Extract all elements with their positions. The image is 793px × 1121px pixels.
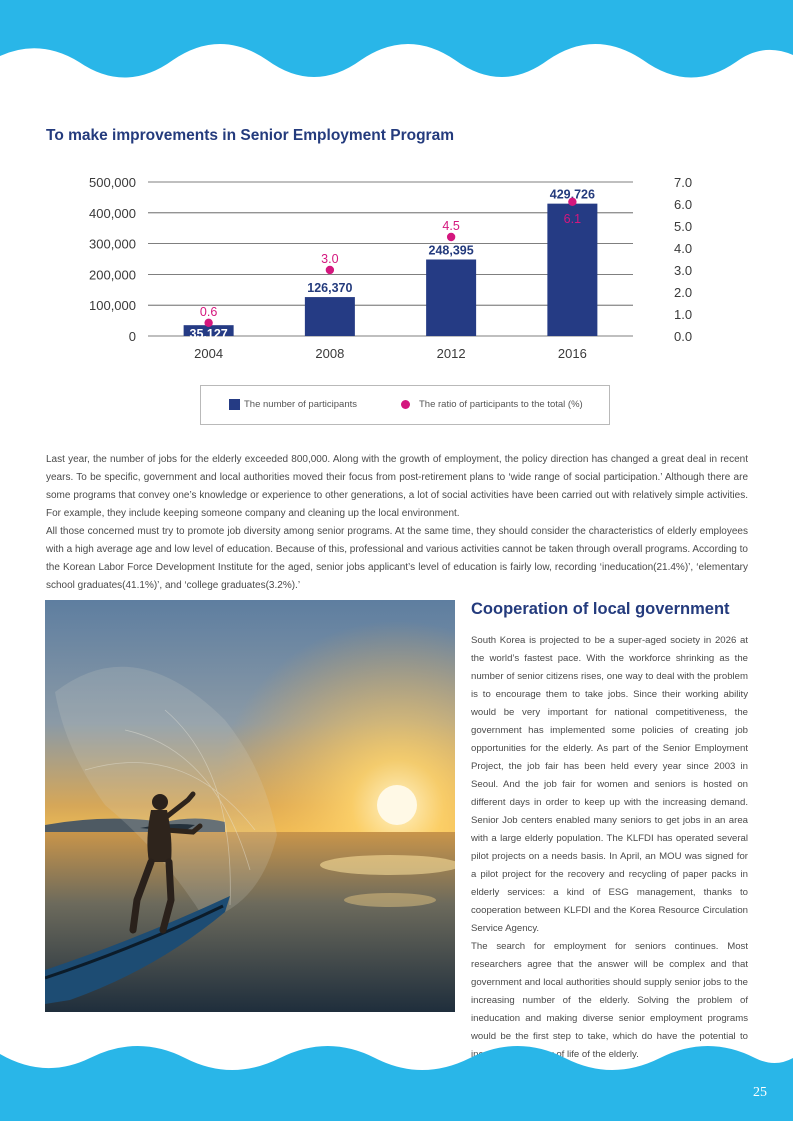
right-axis-tick-label: 5.0: [674, 219, 692, 234]
ratio-value-label: 6.1: [564, 212, 581, 226]
ratio-point-2016: [568, 197, 577, 206]
left-axis-tick-label: 0: [129, 329, 136, 344]
body-paragraph-1: South Korea is projected to be a super-a…: [471, 635, 748, 934]
bottom-wave-decoration: [0, 1046, 793, 1121]
ratio-value-label: 0.6: [200, 305, 217, 319]
bar-2004: [183, 325, 234, 336]
participants-chart: 0 100,000 200,000 300,000 400,000 500,000 0.0 1…: [89, 175, 692, 361]
bar-value-label: 126,370: [307, 281, 352, 295]
x-axis-tick-label: 2012: [437, 346, 466, 361]
left-axis-tick-label: 400,000: [89, 206, 136, 221]
subsection-title: Cooperation of local government: [471, 600, 730, 618]
section-title: To make improvements in Senior Employmen…: [46, 127, 454, 144]
bar-2016: [547, 203, 598, 336]
bar-value-label: 429,726: [550, 188, 595, 202]
intro-paragraph-1: Last year, the number of jobs for the el…: [46, 454, 748, 519]
left-axis-tick-label: 200,000: [89, 267, 136, 282]
ratio-point-2008: [325, 265, 335, 275]
legend-item-ratio: The ratio of participants to the total (…: [401, 399, 583, 410]
left-axis-tick-label: 100,000: [89, 298, 136, 313]
intro-paragraph-2: All those concerned must try to promote …: [46, 526, 748, 591]
top-wave-decoration: [0, 0, 793, 78]
x-axis-tick-label: 2004: [194, 346, 223, 361]
ratio-value-label: 4.5: [442, 219, 459, 233]
chart-legend: The number of participants The ratio of …: [200, 385, 610, 425]
x-axis-tick-label: 2016: [558, 346, 587, 361]
legend-dot-label: The ratio of participants to the total (…: [419, 399, 583, 410]
bar-value-label: 248,395: [429, 243, 474, 257]
page-number: 25: [753, 1085, 767, 1100]
left-axis-tick-label: 500,000: [89, 175, 136, 190]
right-axis-tick-label: 3.0: [674, 263, 692, 278]
fisherman-sunset-photo: [45, 600, 455, 1012]
bar-value-label: 35,127: [190, 327, 228, 341]
legend-dot-swatch: [401, 400, 410, 409]
x-axis-tick-label: 2008: [315, 346, 344, 361]
right-axis-tick-label: 1.0: [674, 307, 692, 322]
bar-2008: [304, 297, 355, 336]
intro-text: Last year, the number of jobs for the el…: [46, 451, 748, 595]
right-axis-tick-label: 2.0: [674, 285, 692, 300]
ratio-point-2004: [204, 318, 213, 327]
ratio-value-label: 3.0: [321, 252, 338, 266]
bar-2012: [426, 259, 477, 336]
left-axis-tick-label: 300,000: [89, 237, 136, 252]
ratio-point-2012: [446, 232, 456, 242]
legend-bar-label: The number of participants: [244, 399, 358, 410]
right-axis-tick-label: 7.0: [674, 175, 692, 190]
legend-bar-swatch: [229, 399, 240, 410]
legend-item-participants: The number of participants: [229, 399, 357, 410]
right-axis-tick-label: 6.0: [674, 197, 692, 212]
right-axis-tick-label: 0.0: [674, 329, 692, 344]
body-text: South Korea is projected to be a super-a…: [471, 632, 748, 1064]
right-axis-tick-label: 4.0: [674, 241, 692, 256]
